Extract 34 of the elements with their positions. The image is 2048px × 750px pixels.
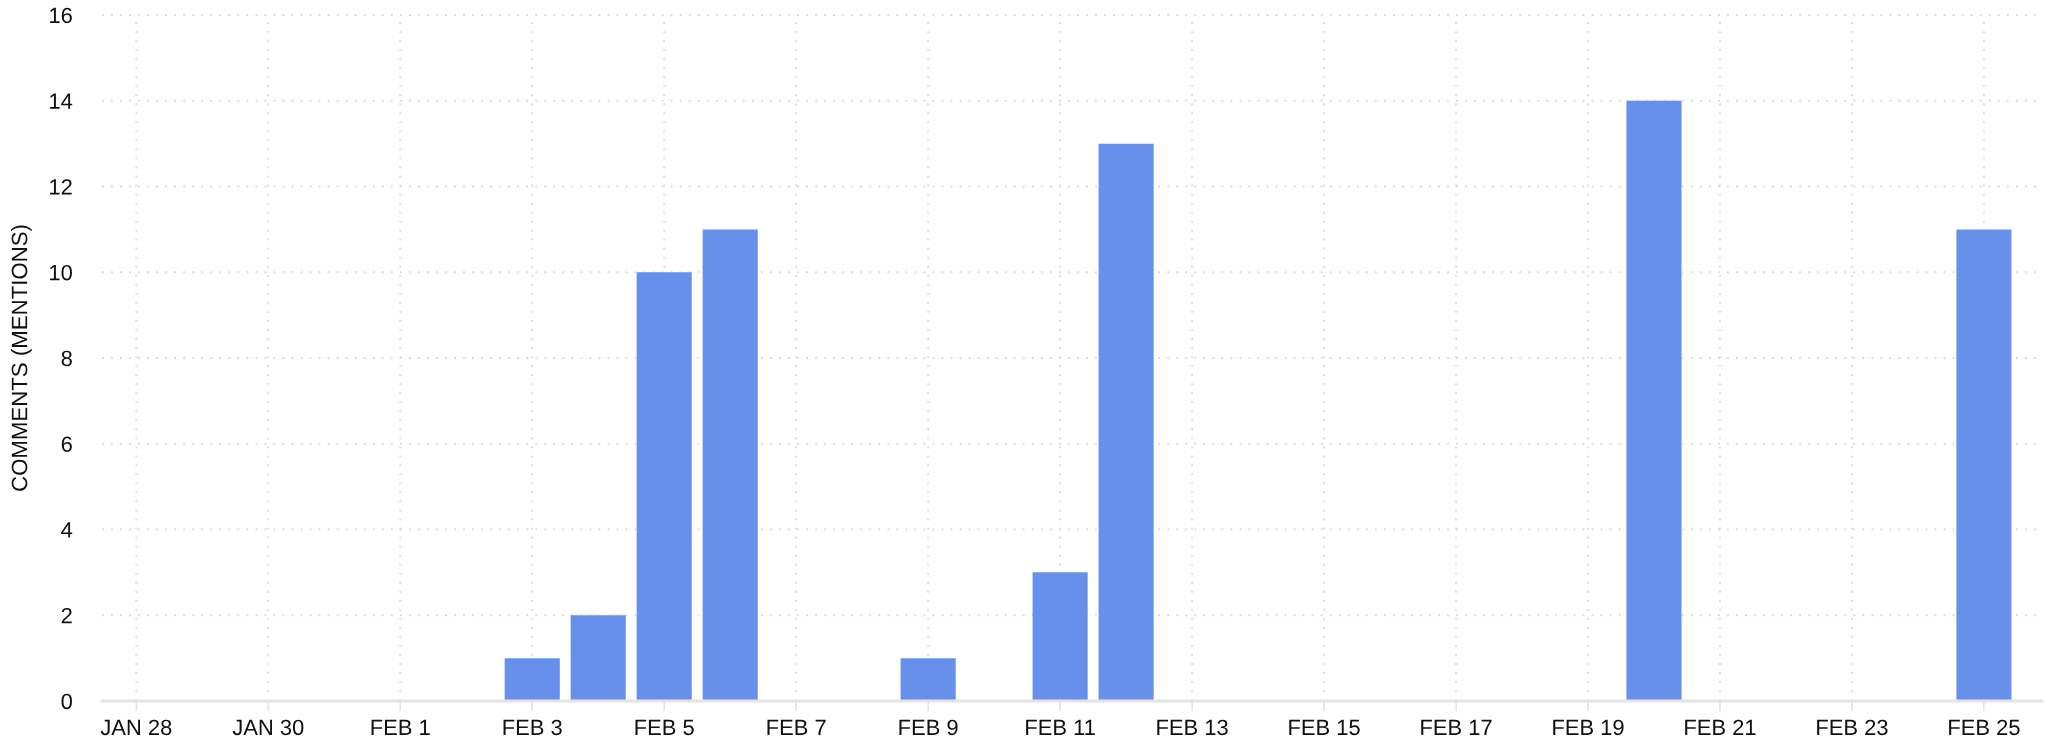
bar: [1956, 229, 2012, 701]
x-tick-label: FEB 21: [1685, 719, 1756, 735]
x-tick-label: FEB 3: [503, 719, 562, 736]
bar: [1032, 572, 1088, 701]
bar: [1098, 143, 1154, 701]
y-tick-label: 10: [50, 264, 72, 281]
y-tick-label: 14: [50, 93, 73, 109]
y-tick-label: 4: [61, 522, 73, 538]
x-tick-label: FEB 11: [1026, 719, 1095, 735]
x-tick-label: FEB 25: [1949, 719, 2020, 736]
x-tick-label: FEB 17: [1421, 719, 1492, 735]
bar: [504, 658, 560, 701]
y-tick-label: 16: [50, 7, 72, 24]
x-tick-label: FEB 1: [371, 719, 430, 735]
y-tick-label: 6: [61, 436, 72, 452]
y-tick-label: 8: [61, 350, 72, 367]
x-tick-label: FEB 5: [635, 719, 694, 736]
x-tick-label: FEB 7: [767, 719, 826, 735]
bar: [636, 272, 692, 701]
x-tick-label: FEB 15: [1289, 719, 1360, 736]
y-tick-label: 12: [50, 179, 72, 195]
x-tick-label: FEB 13: [1157, 719, 1228, 736]
x-tick-label: JAN 28: [100, 719, 172, 736]
y-tick-label: 2: [61, 607, 72, 624]
y-axis-title: COMMENTS (MENTIONS): [11, 225, 32, 491]
x-tick-label: FEB 23: [1817, 719, 1888, 736]
bar: [702, 229, 758, 701]
x-tick-label: FEB 19: [1553, 719, 1624, 736]
bar: [570, 615, 626, 701]
bar: [1626, 100, 1682, 701]
y-tick-label: 0: [61, 693, 72, 710]
x-tick-label: FEB 9: [899, 719, 958, 736]
bar: [900, 658, 956, 701]
x-tick-label: JAN 30: [232, 719, 304, 736]
